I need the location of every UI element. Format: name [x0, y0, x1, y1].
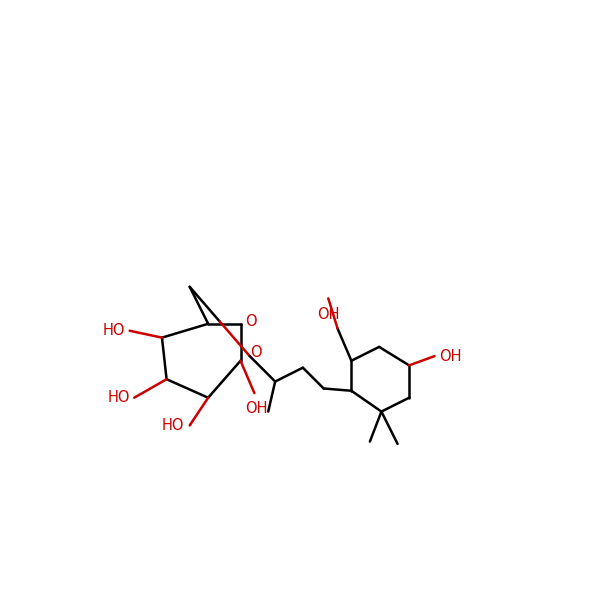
- Text: O: O: [245, 314, 256, 329]
- Text: OH: OH: [439, 349, 461, 364]
- Text: OH: OH: [317, 307, 340, 322]
- Text: O: O: [250, 345, 262, 360]
- Text: OH: OH: [245, 401, 268, 416]
- Text: HO: HO: [103, 323, 125, 338]
- Text: HO: HO: [161, 418, 184, 433]
- Text: HO: HO: [107, 390, 130, 405]
